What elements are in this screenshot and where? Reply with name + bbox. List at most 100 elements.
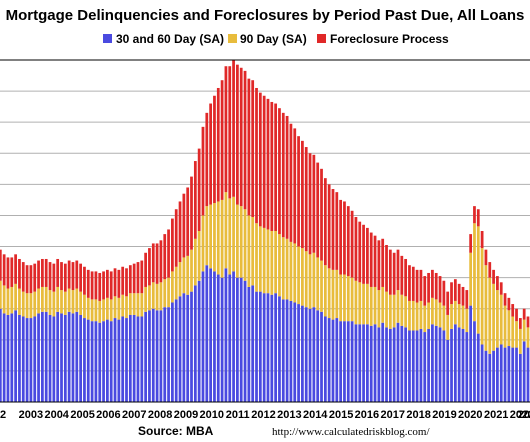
bar-foreclosure xyxy=(457,283,461,305)
bar-90-day xyxy=(431,297,434,325)
bar-90-day xyxy=(457,304,461,328)
bar-90-day xyxy=(480,248,484,345)
bar-90-day xyxy=(79,291,82,315)
bar-90-day xyxy=(278,234,281,297)
bar-30-60-day xyxy=(182,293,186,402)
bar-30-60-day xyxy=(469,305,473,402)
bar-90-day xyxy=(247,215,251,287)
bar-90-day xyxy=(323,265,327,317)
bar-90-day xyxy=(209,204,212,269)
bar-foreclosure xyxy=(518,318,522,329)
bar-30-60-day xyxy=(71,313,75,402)
bar-90-day xyxy=(86,297,90,320)
bar-30-60-day xyxy=(457,327,461,402)
bar-foreclosure xyxy=(312,154,316,253)
bar-30-60-day xyxy=(209,268,212,402)
bar-90-day xyxy=(312,252,316,308)
bar-90-day xyxy=(216,201,220,275)
bar-foreclosure xyxy=(396,249,400,291)
bar-90-day xyxy=(228,198,232,275)
bar-foreclosure xyxy=(102,271,105,300)
x-tick-label: 2005 xyxy=(70,409,94,421)
bar-30-60-day xyxy=(18,314,21,402)
bar-foreclosure xyxy=(90,271,94,300)
bar-foreclosure xyxy=(98,272,102,301)
x-tick-label: 2015 xyxy=(329,409,353,421)
bar-30-60-day xyxy=(163,307,167,402)
bar-foreclosure xyxy=(461,286,465,306)
bar-foreclosure xyxy=(480,231,484,249)
bar-foreclosure xyxy=(492,269,495,284)
bar-90-day xyxy=(182,257,186,294)
bar-30-60-day xyxy=(262,293,266,402)
bar-foreclosure xyxy=(213,95,216,204)
bar-foreclosure xyxy=(427,272,430,303)
bar-90-day xyxy=(197,231,201,281)
bar-30-60-day xyxy=(239,277,243,402)
bar-30-60-day xyxy=(90,321,94,402)
bar-foreclosure xyxy=(75,260,79,289)
bar-90-day xyxy=(297,246,300,305)
bar-30-60-day xyxy=(10,313,14,402)
bar-30-60-day xyxy=(94,321,98,402)
bar-30-60-day xyxy=(488,353,492,402)
bar-90-day xyxy=(289,241,293,301)
bar-foreclosure xyxy=(29,265,33,294)
bar-30-60-day xyxy=(255,291,258,402)
bar-90-day xyxy=(308,254,312,309)
bar-30-60-day xyxy=(278,296,281,402)
bar-90-day xyxy=(346,276,350,322)
bar-foreclosure xyxy=(121,266,125,295)
bar-90-day xyxy=(67,288,71,312)
bar-30-60-day xyxy=(297,304,300,402)
bar-30-60-day xyxy=(496,347,499,402)
bar-30-60-day xyxy=(205,265,209,402)
bar-30-60-day xyxy=(41,311,44,402)
bar-30-60-day xyxy=(484,350,488,402)
bar-30-60-day xyxy=(251,285,255,402)
bar-30-60-day xyxy=(167,307,170,402)
bar-foreclosure xyxy=(465,290,469,309)
bar-90-day xyxy=(190,249,193,292)
bar-foreclosure xyxy=(113,268,117,297)
bar-90-day xyxy=(388,294,392,329)
bar-90-day xyxy=(320,260,323,312)
bar-foreclosure xyxy=(178,201,182,263)
bar-90-day xyxy=(163,279,167,308)
x-tick-label: 2011 xyxy=(226,409,250,421)
bar-foreclosure xyxy=(94,271,98,300)
bar-90-day xyxy=(461,305,465,329)
bar-90-day xyxy=(453,300,457,325)
bar-90-day xyxy=(193,238,197,286)
bar-30-60-day xyxy=(369,325,373,402)
x-tick-label: 2013 xyxy=(277,409,301,421)
bar-90-day xyxy=(316,257,320,311)
x-tick-label: 2017 xyxy=(381,409,405,421)
bar-30-60-day xyxy=(60,313,63,402)
bar-foreclosure xyxy=(140,260,144,294)
bar-90-day xyxy=(140,293,144,317)
bar-foreclosure xyxy=(167,229,170,278)
bar-foreclosure xyxy=(251,80,255,218)
bar-30-60-day xyxy=(148,310,151,402)
bar-90-day xyxy=(132,293,136,315)
bar-30-60-day xyxy=(293,302,297,402)
bar-30-60-day xyxy=(102,321,105,402)
bar-30-60-day xyxy=(312,307,316,402)
bar-foreclosure xyxy=(496,276,499,291)
bar-90-day xyxy=(515,321,518,348)
bar-foreclosure xyxy=(186,187,190,256)
bar-foreclosure xyxy=(71,262,75,291)
bar-90-day xyxy=(236,204,239,278)
bar-30-60-day xyxy=(381,322,385,402)
bar-foreclosure xyxy=(209,103,212,205)
bar-90-day xyxy=(327,268,331,319)
bar-foreclosure xyxy=(408,265,411,301)
bar-90-day xyxy=(400,294,404,326)
bar-foreclosure xyxy=(56,258,60,287)
bar-90-day xyxy=(117,297,121,320)
bar-30-60-day xyxy=(144,311,147,402)
bar-foreclosure xyxy=(171,218,174,272)
bar-90-day xyxy=(358,282,362,325)
bar-foreclosure xyxy=(63,263,67,292)
